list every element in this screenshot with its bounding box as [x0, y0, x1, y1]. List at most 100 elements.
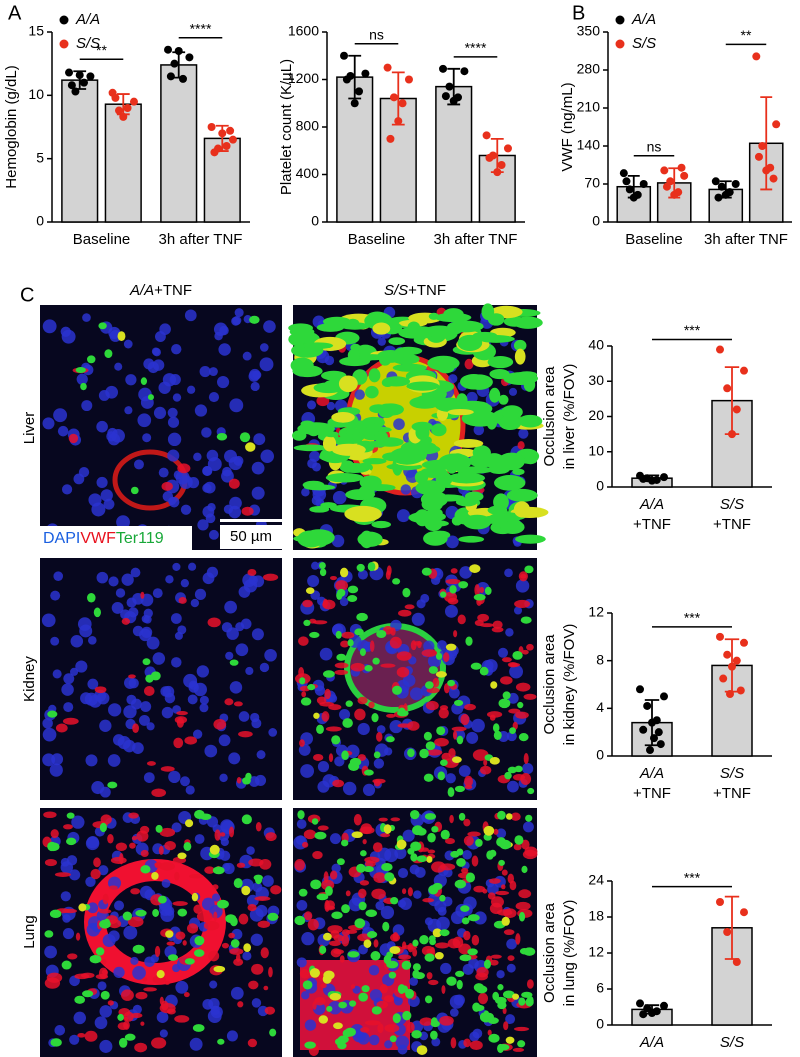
rbc-signal: [124, 1033, 136, 1041]
rbc-signal: [377, 405, 399, 413]
vwf-signal: [507, 955, 515, 962]
vwf-signal: [247, 1038, 258, 1048]
significance-label: ****: [190, 20, 212, 36]
nucleus: [466, 391, 478, 404]
nucleus: [462, 963, 474, 975]
rbc-signal: [371, 520, 392, 529]
x-tick-label: S/S: [720, 496, 744, 513]
rbc-signal: [156, 970, 165, 979]
nucleus: [399, 897, 412, 910]
nucleus: [384, 747, 393, 756]
nucleus: [446, 535, 459, 549]
rbc-signal: [520, 616, 532, 624]
rbc-signal: [515, 534, 546, 544]
nucleus: [301, 488, 310, 497]
nucleus: [496, 828, 507, 839]
nucleus: [152, 359, 165, 371]
vwf-signal: [441, 752, 452, 761]
rbc-signal: [483, 959, 491, 969]
nucleus: [159, 323, 171, 335]
rbc-signal: [492, 723, 500, 733]
rbc-signal: [194, 809, 205, 819]
vwf-signal: [460, 713, 470, 726]
nucleus: [94, 1016, 108, 1030]
rbc-signal: [372, 657, 380, 665]
nucleus: [296, 957, 307, 968]
nucleus: [226, 627, 239, 640]
nucleus: [437, 906, 447, 916]
vwf-signal: [131, 836, 138, 841]
vwf-signal: [450, 1037, 457, 1049]
nucleus: [204, 744, 218, 758]
nucleus: [402, 829, 415, 842]
x-tick-label: +TNF: [713, 785, 751, 802]
rbc-signal: [483, 825, 495, 836]
data-point: [740, 366, 748, 375]
rbc-signal: [341, 904, 350, 914]
rbc-signal: [416, 855, 427, 863]
rbc-signal: [216, 432, 228, 441]
rbc-signal: [513, 316, 543, 329]
nucleus: [513, 606, 523, 615]
rbc-signal: [140, 377, 148, 386]
rbc-signal: [489, 387, 501, 403]
rbc-signal: [337, 1035, 349, 1044]
vwf-signal: [80, 972, 95, 979]
rbc-signal: [436, 726, 446, 736]
vwf-signal: [461, 867, 469, 874]
vwf-signal: [174, 871, 180, 881]
nucleus: [139, 885, 153, 899]
nucleus: [396, 509, 410, 523]
nucleus: [373, 758, 385, 769]
nucleus: [130, 567, 141, 578]
nucleus: [143, 608, 153, 618]
vwf-signal: [359, 880, 370, 886]
treatment: +TNF: [154, 282, 192, 299]
vwf-signal: [330, 575, 337, 581]
rbc-signal: [243, 943, 251, 953]
rbc-signal: [518, 414, 543, 428]
x-tick-label: Baseline: [73, 231, 131, 248]
rbc-signal: [212, 866, 225, 875]
vwf-signal: [404, 604, 415, 610]
nucleus: [108, 703, 122, 717]
rbc-signal: [390, 897, 399, 905]
vwf-signal: [443, 652, 450, 663]
rbc-signal: [337, 1042, 347, 1050]
vwf-signal: [369, 640, 375, 653]
rbc-signal: [347, 639, 354, 647]
x-tick-label: A/A: [639, 1034, 664, 1051]
nucleus: [123, 925, 138, 940]
rbc-signal: [346, 318, 360, 329]
rbc-signal: [521, 865, 528, 874]
vwf-signal: [380, 663, 396, 668]
data-point: [350, 99, 359, 108]
nucleus: [443, 868, 453, 878]
data-point: [732, 656, 741, 665]
rbc-signal: [506, 488, 538, 502]
genotype: S/S: [384, 282, 408, 299]
vwf-signal: [159, 996, 164, 1006]
rbc-signal: [446, 976, 457, 986]
vwf-signal: [515, 711, 529, 719]
nucleus: [201, 427, 212, 438]
vwf-signal: [487, 892, 496, 900]
data-point: [726, 690, 734, 699]
nucleus: [234, 308, 244, 318]
nucleus: [348, 897, 363, 912]
rbc-signal: [294, 915, 306, 926]
vwf-signal: [174, 716, 188, 724]
vwf-signal: [385, 570, 391, 580]
data-point: [226, 126, 235, 135]
data-point: [111, 93, 120, 102]
vwf-signal: [316, 395, 330, 407]
vwf-signal: [183, 991, 190, 998]
rbc-signal: [98, 322, 107, 330]
rbc-signal: [78, 903, 87, 912]
rbc-signal: [299, 677, 306, 685]
significance-label: ns: [647, 138, 662, 154]
nucleus: [189, 1037, 203, 1051]
data-point: [485, 153, 494, 162]
rbc-signal: [423, 773, 434, 782]
rbc-signal: [465, 872, 476, 883]
